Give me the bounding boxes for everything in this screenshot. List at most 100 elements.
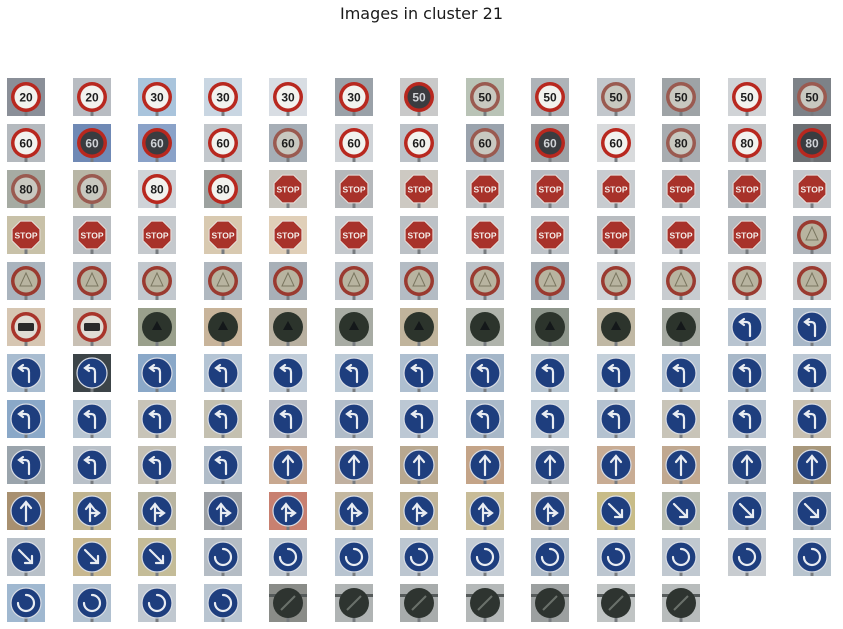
sign-thumbnail: 30 xyxy=(204,78,242,116)
image-tile-r2-c10: STOP xyxy=(662,170,700,208)
image-tile-r4-c1 xyxy=(73,262,111,300)
image-tile-r4-c10 xyxy=(662,262,700,300)
image-tile-r11-c2 xyxy=(138,584,176,622)
image-tile-r0-c2-label: 30 xyxy=(150,91,164,105)
image-tile-r3-c8-label: STOP xyxy=(539,231,562,241)
image-tile-r0-c10-label: 50 xyxy=(674,91,688,105)
sign-thumbnail xyxy=(466,262,504,300)
sign-thumbnail xyxy=(204,262,242,300)
image-tile-r1-c7: 60 xyxy=(466,124,504,162)
image-tile-r1-c8: 60 xyxy=(531,124,569,162)
sign-thumbnail xyxy=(138,492,176,530)
sign-thumbnail xyxy=(269,400,307,438)
image-tile-r8-c2 xyxy=(138,446,176,484)
image-tile-r6-c1 xyxy=(73,354,111,392)
sign-thumbnail: STOP xyxy=(662,216,700,254)
image-tile-r3-c4-label: STOP xyxy=(277,231,300,241)
image-tile-r7-c1 xyxy=(73,400,111,438)
image-tile-r2-c2: 80 xyxy=(138,170,176,208)
sign-thumbnail xyxy=(597,492,635,530)
sign-thumbnail: 60 xyxy=(597,124,635,162)
sign-thumbnail xyxy=(531,400,569,438)
image-tile-r4-c7 xyxy=(466,262,504,300)
image-tile-r7-c0 xyxy=(7,400,45,438)
sign-thumbnail xyxy=(204,446,242,484)
image-tile-r11-c1 xyxy=(73,584,111,622)
image-tile-r2-c4-label: STOP xyxy=(277,185,300,195)
sign-thumbnail xyxy=(597,308,635,346)
sign-thumbnail xyxy=(269,538,307,576)
sign-thumbnail xyxy=(204,308,242,346)
image-tile-r11-c10 xyxy=(662,584,700,622)
sign-thumbnail xyxy=(466,538,504,576)
image-tile-r3-c9: STOP xyxy=(597,216,635,254)
image-tile-r1-c5-label: 60 xyxy=(347,137,361,151)
sign-thumbnail: STOP xyxy=(531,170,569,208)
sign-thumbnail: 80 xyxy=(138,170,176,208)
image-tile-r9-c1 xyxy=(73,492,111,530)
sign-thumbnail xyxy=(400,584,438,622)
image-tile-r6-c3 xyxy=(204,354,242,392)
sign-thumbnail xyxy=(7,584,45,622)
sign-thumbnail: 50 xyxy=(728,78,766,116)
sign-thumbnail xyxy=(728,308,766,346)
sign-thumbnail: 60 xyxy=(466,124,504,162)
image-tile-r1-c10-label: 80 xyxy=(674,137,688,151)
image-tile-r10-c4 xyxy=(269,538,307,576)
image-tile-r10-c7 xyxy=(466,538,504,576)
image-tile-r3-c11: STOP xyxy=(728,216,766,254)
sign-thumbnail: 80 xyxy=(728,124,766,162)
sign-thumbnail xyxy=(597,446,635,484)
sign-thumbnail xyxy=(793,446,831,484)
image-tile-r7-c6 xyxy=(400,400,438,438)
sign-thumbnail: 80 xyxy=(73,170,111,208)
sign-thumbnail xyxy=(204,492,242,530)
image-tile-r4-c8 xyxy=(531,262,569,300)
figure-title: Images in cluster 21 xyxy=(339,4,504,23)
image-tile-r2-c12-label: STOP xyxy=(801,185,824,195)
sign-thumbnail: 60 xyxy=(400,124,438,162)
sign-thumbnail: STOP xyxy=(269,216,307,254)
image-tile-r7-c8 xyxy=(531,400,569,438)
sign-thumbnail xyxy=(204,584,242,622)
image-tile-r2-c9: STOP xyxy=(597,170,635,208)
image-tile-r3-c8: STOP xyxy=(531,216,569,254)
image-tile-r6-c10 xyxy=(662,354,700,392)
image-tile-r2-c6-label: STOP xyxy=(408,185,431,195)
sign-thumbnail xyxy=(204,538,242,576)
sign-thumbnail: STOP xyxy=(793,170,831,208)
sign-thumbnail xyxy=(400,354,438,392)
image-tile-r1-c0-label: 60 xyxy=(19,137,33,151)
image-tile-r0-c1-label: 20 xyxy=(85,91,99,105)
sign-thumbnail xyxy=(400,308,438,346)
image-tile-r8-c9 xyxy=(597,446,635,484)
image-tile-r8-c0 xyxy=(7,446,45,484)
sign-thumbnail: 60 xyxy=(138,124,176,162)
sign-thumbnail xyxy=(400,538,438,576)
image-tile-r11-c4 xyxy=(269,584,307,622)
sign-thumbnail: 60 xyxy=(531,124,569,162)
sign-thumbnail xyxy=(335,538,373,576)
sign-thumbnail: STOP xyxy=(400,170,438,208)
sign-thumbnail: STOP xyxy=(728,216,766,254)
image-tile-r8-c7 xyxy=(466,446,504,484)
image-tile-r3-c1-label: STOP xyxy=(81,231,104,241)
sign-thumbnail: STOP xyxy=(728,170,766,208)
sign-thumbnail xyxy=(597,262,635,300)
sign-thumbnail xyxy=(138,400,176,438)
image-tile-r9-c9 xyxy=(597,492,635,530)
image-tile-r2-c10-label: STOP xyxy=(670,185,693,195)
image-tile-r0-c12: 50 xyxy=(793,78,831,116)
sign-thumbnail: STOP xyxy=(7,216,45,254)
image-tile-r7-c7 xyxy=(466,400,504,438)
image-tile-r8-c4 xyxy=(269,446,307,484)
image-tile-r5-c5 xyxy=(335,308,373,346)
image-tile-r2-c9-label: STOP xyxy=(605,185,628,195)
sign-thumbnail xyxy=(793,354,831,392)
image-tile-r6-c0 xyxy=(7,354,45,392)
sign-thumbnail xyxy=(73,584,111,622)
sign-thumbnail xyxy=(793,492,831,530)
sign-thumbnail: 20 xyxy=(7,78,45,116)
image-tile-r0-c4: 30 xyxy=(269,78,307,116)
sign-thumbnail xyxy=(400,262,438,300)
